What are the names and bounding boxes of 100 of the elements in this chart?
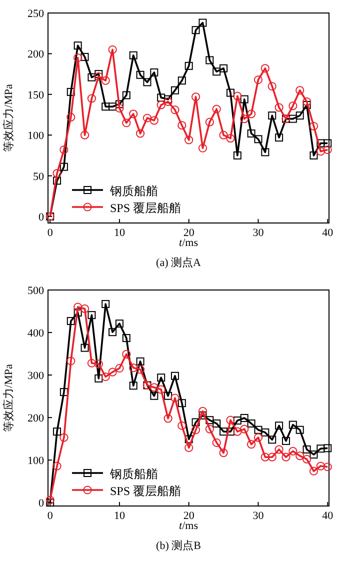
x-tick-label: 40 <box>322 510 334 522</box>
point <box>102 102 110 111</box>
point <box>302 454 312 464</box>
point <box>108 45 117 54</box>
point <box>226 88 234 97</box>
point <box>66 88 75 96</box>
point <box>246 110 256 118</box>
point <box>233 92 242 100</box>
y-tick-label: 150 <box>28 89 44 102</box>
legend-label: SPS 覆层船艏 <box>110 201 182 215</box>
point <box>184 136 194 144</box>
point <box>178 421 186 430</box>
point <box>316 444 325 453</box>
point <box>94 360 103 368</box>
y-tick-label: 300 <box>28 370 44 382</box>
point <box>191 92 200 102</box>
point <box>302 100 311 109</box>
point <box>46 496 54 504</box>
point <box>198 406 208 416</box>
point <box>247 129 256 138</box>
point <box>66 356 76 366</box>
point <box>324 139 332 148</box>
point <box>136 129 145 138</box>
point <box>254 75 263 84</box>
point <box>60 388 68 396</box>
point <box>323 462 332 472</box>
point <box>108 368 117 376</box>
x-tick-label: 20 <box>183 227 195 239</box>
legend-label: 钢质船艏 <box>109 184 158 198</box>
point <box>115 364 124 373</box>
point <box>316 462 325 470</box>
point <box>74 302 82 312</box>
y-tick-label: 100 <box>28 130 44 142</box>
point <box>60 145 68 154</box>
point <box>310 151 318 160</box>
point <box>261 428 270 436</box>
point <box>226 134 235 143</box>
point <box>184 443 194 452</box>
y-axis-title: 等效应力/MPa <box>2 364 15 432</box>
point <box>129 110 138 118</box>
point <box>94 70 103 78</box>
legend-label: SPS 覆层船艏 <box>110 484 182 498</box>
point <box>164 392 172 400</box>
point <box>296 452 304 460</box>
point <box>74 53 82 62</box>
y-tick-label: 500 <box>28 285 44 297</box>
point <box>268 436 276 444</box>
point <box>122 334 130 342</box>
point <box>226 428 234 436</box>
point <box>288 446 298 456</box>
point <box>66 112 76 122</box>
text: (b) 测点B <box>156 539 201 552</box>
point <box>212 104 221 114</box>
x-tick-label: 30 <box>252 510 264 522</box>
point <box>226 416 235 424</box>
point <box>302 97 312 106</box>
point <box>288 420 297 429</box>
point <box>233 427 242 436</box>
point <box>94 374 103 382</box>
point <box>205 424 214 434</box>
x-tick-label: 0 <box>47 227 54 239</box>
point <box>115 104 124 113</box>
point <box>324 444 332 452</box>
point <box>129 51 138 60</box>
point <box>191 426 200 434</box>
point <box>53 428 62 436</box>
point <box>170 86 179 94</box>
x-axis-title: t/ms <box>179 520 198 532</box>
point <box>60 433 68 442</box>
point <box>206 56 214 64</box>
point <box>108 328 117 336</box>
point <box>282 436 290 445</box>
point <box>164 414 172 423</box>
point <box>101 76 110 85</box>
point <box>115 100 124 108</box>
point <box>164 95 172 104</box>
point <box>157 374 166 382</box>
point <box>282 452 290 462</box>
point <box>206 416 214 424</box>
point <box>254 433 263 442</box>
point <box>115 320 124 328</box>
point <box>150 392 158 400</box>
x-tick-label: 40 <box>322 227 334 239</box>
point <box>150 116 158 125</box>
point <box>178 76 186 85</box>
point <box>122 350 131 359</box>
point <box>184 435 193 444</box>
point <box>296 112 304 120</box>
point <box>233 416 242 425</box>
point <box>296 426 304 434</box>
point <box>108 102 117 111</box>
point <box>122 118 131 128</box>
y-tick-label: 250 <box>28 8 44 20</box>
point <box>157 94 166 102</box>
y-tick-label: 200 <box>28 48 44 61</box>
point <box>275 134 284 142</box>
point <box>198 411 207 420</box>
point <box>80 344 89 352</box>
point <box>288 114 297 123</box>
point <box>240 95 248 104</box>
